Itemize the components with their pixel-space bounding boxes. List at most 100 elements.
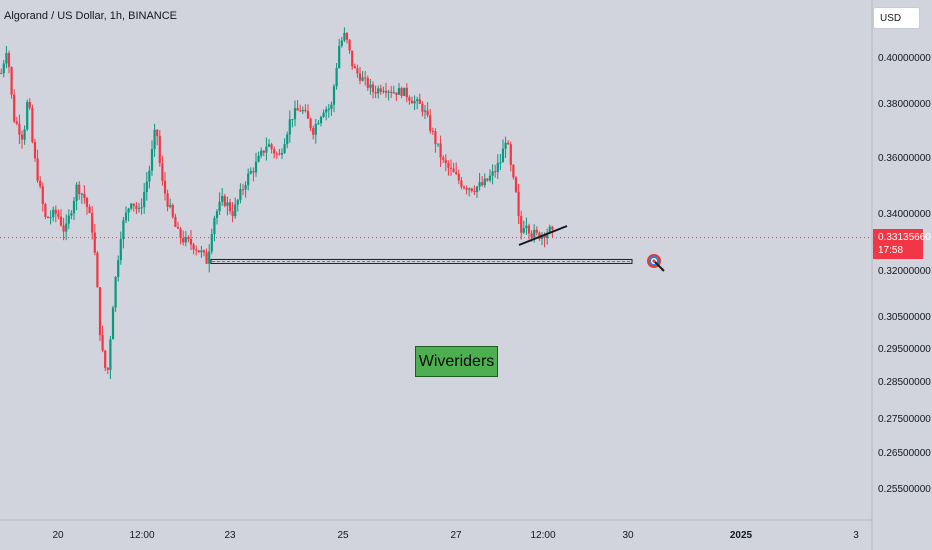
candle-body: [18, 123, 21, 135]
candle-body: [520, 215, 523, 233]
candle-body: [80, 193, 83, 195]
candle-body: [226, 202, 229, 206]
candle-body: [228, 202, 232, 212]
candle-body: [299, 110, 302, 112]
candle-body: [312, 128, 315, 135]
price-tick-label: 0.27500000: [878, 414, 931, 425]
target-icon: [647, 254, 665, 272]
time-axis[interactable]: 20 12:00 23 25 27 12:00 30 2025 3: [52, 530, 859, 541]
candle-body: [218, 201, 221, 212]
candle-body: [122, 220, 125, 240]
candle-body: [374, 92, 377, 94]
price-tick-label: 0.26500000: [878, 448, 931, 459]
price-tick-label: 0.32000000: [878, 266, 931, 277]
candle-body: [257, 155, 260, 162]
candle-body: [67, 215, 70, 224]
candle-body: [280, 152, 284, 155]
candle-body: [33, 142, 37, 159]
candle-body: [517, 191, 520, 216]
candle-body: [369, 84, 372, 88]
candle-body: [400, 88, 403, 96]
candle-body: [83, 193, 86, 199]
time-tick-label: 27: [450, 530, 462, 541]
candle-body: [57, 213, 60, 217]
candle-body: [488, 175, 492, 181]
candle-body: [416, 99, 419, 102]
candle-body: [522, 228, 525, 233]
candle-body: [270, 144, 273, 149]
price-tick-label: 0.38000000: [878, 99, 931, 110]
candle-body: [408, 97, 411, 101]
candle-body: [114, 277, 117, 308]
plot-area[interactable]: [0, 27, 554, 380]
candle-body: [551, 226, 554, 230]
candle-body: [0, 73, 3, 75]
time-tick-label: 23: [224, 530, 236, 541]
candle-body: [338, 45, 341, 68]
price-tick-label: 0.28500000: [878, 377, 931, 388]
candle-body: [538, 232, 541, 240]
candle-body: [41, 186, 44, 205]
support-rectangle[interactable]: [210, 258, 633, 264]
candle-body: [132, 203, 135, 206]
price-tick-label: 0.34000000: [878, 209, 931, 220]
candle-body: [78, 184, 81, 195]
candle-body: [286, 134, 289, 145]
candle-body: [119, 239, 122, 261]
trendline[interactable]: [518, 225, 568, 246]
candle-body: [10, 67, 13, 95]
candle-body: [390, 91, 393, 93]
candle-body: [72, 200, 76, 214]
price-tick-label: 0.30500000: [878, 312, 931, 323]
candle-body: [322, 112, 325, 117]
candle-body: [377, 88, 380, 94]
candle-body: [161, 163, 164, 181]
candle-body: [387, 91, 390, 93]
candle-body: [457, 173, 460, 181]
candle-body: [195, 249, 198, 251]
price-axis[interactable]: 0.40000000 0.38000000 0.36000000 0.34000000…: [878, 53, 931, 495]
candle-body: [182, 237, 185, 243]
candle-body: [20, 134, 24, 140]
candle-body: [130, 203, 133, 209]
candle-body: [403, 87, 406, 96]
candle-body: [418, 99, 421, 104]
candle-body: [504, 142, 507, 149]
last-price-value: 0.33135660: [878, 232, 931, 243]
candle-body: [343, 32, 346, 41]
candle-body: [26, 101, 29, 130]
candle-body: [88, 206, 91, 214]
time-tick-label: 12:00: [530, 530, 555, 541]
candle-body: [234, 204, 237, 217]
candle-body: [460, 180, 463, 187]
candle-body: [275, 153, 278, 155]
candle-body: [163, 180, 167, 194]
candle-body: [208, 251, 211, 264]
candle-body: [75, 184, 78, 201]
candle-body: [301, 109, 304, 112]
candle-body: [512, 164, 515, 178]
price-tick-label: 0.36000000: [878, 153, 931, 164]
candle-body: [384, 90, 388, 93]
candle-body: [70, 213, 73, 216]
candle-body: [202, 250, 206, 253]
currency-button[interactable]: USD: [873, 7, 920, 29]
candle-body: [470, 188, 473, 192]
candle-body: [109, 339, 112, 370]
candle-body: [7, 53, 11, 68]
candle-body: [366, 78, 369, 88]
candle-body: [278, 153, 281, 155]
candle-body: [28, 101, 31, 108]
price-tick-label: 0.40000000: [878, 53, 931, 64]
candle-body: [361, 77, 364, 81]
candle-body: [249, 171, 252, 174]
candle-body: [283, 144, 286, 153]
candle-body: [291, 119, 294, 121]
candle-body: [395, 92, 398, 95]
candle-body: [153, 129, 156, 150]
candle-body: [124, 212, 128, 221]
candle-body: [397, 88, 401, 95]
candle-body: [317, 123, 320, 125]
